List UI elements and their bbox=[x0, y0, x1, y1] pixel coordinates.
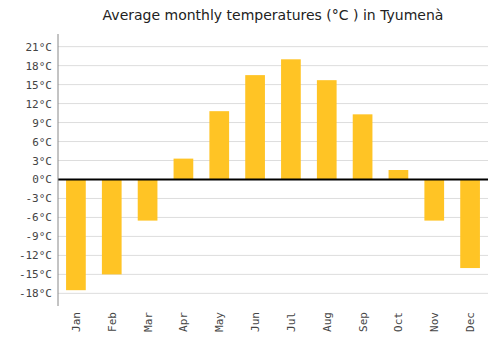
bar bbox=[174, 159, 194, 180]
grid bbox=[58, 47, 488, 294]
y-tick-label: -18°C bbox=[19, 287, 52, 300]
grid-line bbox=[58, 255, 488, 256]
y-tick-label: -15°C bbox=[19, 268, 52, 281]
x-tick-label: Nov bbox=[428, 312, 441, 332]
grid-line bbox=[58, 160, 488, 161]
grid-line bbox=[58, 84, 488, 85]
y-axis-line bbox=[58, 34, 59, 306]
bar bbox=[138, 179, 158, 220]
title: Average monthly temperatures (°C ) in Ty… bbox=[103, 7, 444, 23]
x-tick-label: Jan bbox=[70, 312, 83, 332]
bar bbox=[102, 179, 122, 274]
bar bbox=[460, 179, 480, 268]
chart-container: Average monthly temperatures (°C ) in Ty… bbox=[0, 0, 500, 350]
x-tick-label: Apr bbox=[177, 312, 190, 332]
y-tick-label: 18°C bbox=[26, 60, 53, 73]
grid-line bbox=[58, 293, 488, 294]
grid-line bbox=[58, 46, 488, 47]
bar bbox=[66, 179, 86, 290]
x-tick-label: Jul bbox=[285, 312, 298, 332]
y-tick-label: 3°C bbox=[32, 155, 52, 168]
grid-line bbox=[58, 141, 488, 142]
x-tick-label: Aug bbox=[321, 312, 334, 332]
y-tick-label: 9°C bbox=[32, 117, 52, 130]
y-tick-label: -6°C bbox=[26, 211, 53, 224]
bar bbox=[245, 75, 265, 179]
y-tick-label: 6°C bbox=[32, 136, 52, 149]
x-tick-labels: Jan Feb Mar Apr May Jun Jul Aug Sep Oct Nov Dec bbox=[70, 312, 477, 332]
x-tick-label: Jun bbox=[249, 312, 262, 332]
y-tick-label: 0°C bbox=[32, 173, 52, 186]
grid-line bbox=[58, 274, 488, 275]
y-tick-label: -3°C bbox=[26, 192, 53, 205]
bar bbox=[209, 111, 229, 179]
y-tick-label: 12°C bbox=[26, 98, 53, 111]
grid-line bbox=[58, 198, 488, 199]
x-tick-label: Feb bbox=[106, 312, 119, 332]
grid-line bbox=[58, 122, 488, 123]
x-tick-label: Mar bbox=[142, 312, 155, 332]
chart-svg: Average monthly temperatures (°C ) in Ty… bbox=[0, 0, 500, 350]
x-tick-label: Oct bbox=[392, 312, 405, 332]
bar bbox=[353, 114, 373, 179]
bar bbox=[317, 80, 337, 179]
zero-line bbox=[58, 178, 488, 180]
x-tick-label: May bbox=[213, 312, 226, 332]
bar bbox=[281, 59, 301, 179]
y-tick-label: 15°C bbox=[26, 79, 53, 92]
bar bbox=[389, 170, 409, 179]
bars bbox=[66, 59, 480, 290]
x-tick-label: Sep bbox=[357, 312, 370, 332]
grid-line bbox=[58, 236, 488, 237]
y-tick-labels: -18°C -15°C -12°C -9°C -6°C -3°C 0°C 3°C 6°C 9°C 1… bbox=[19, 41, 52, 301]
x-tick-label: Dec bbox=[464, 312, 477, 332]
grid-line bbox=[58, 65, 488, 66]
grid-line bbox=[58, 103, 488, 104]
y-tick-label: -9°C bbox=[26, 230, 53, 243]
y-tick-label: 21°C bbox=[26, 41, 53, 54]
y-tick-label: -12°C bbox=[19, 249, 52, 262]
bar bbox=[424, 179, 444, 220]
grid-line bbox=[58, 217, 488, 218]
